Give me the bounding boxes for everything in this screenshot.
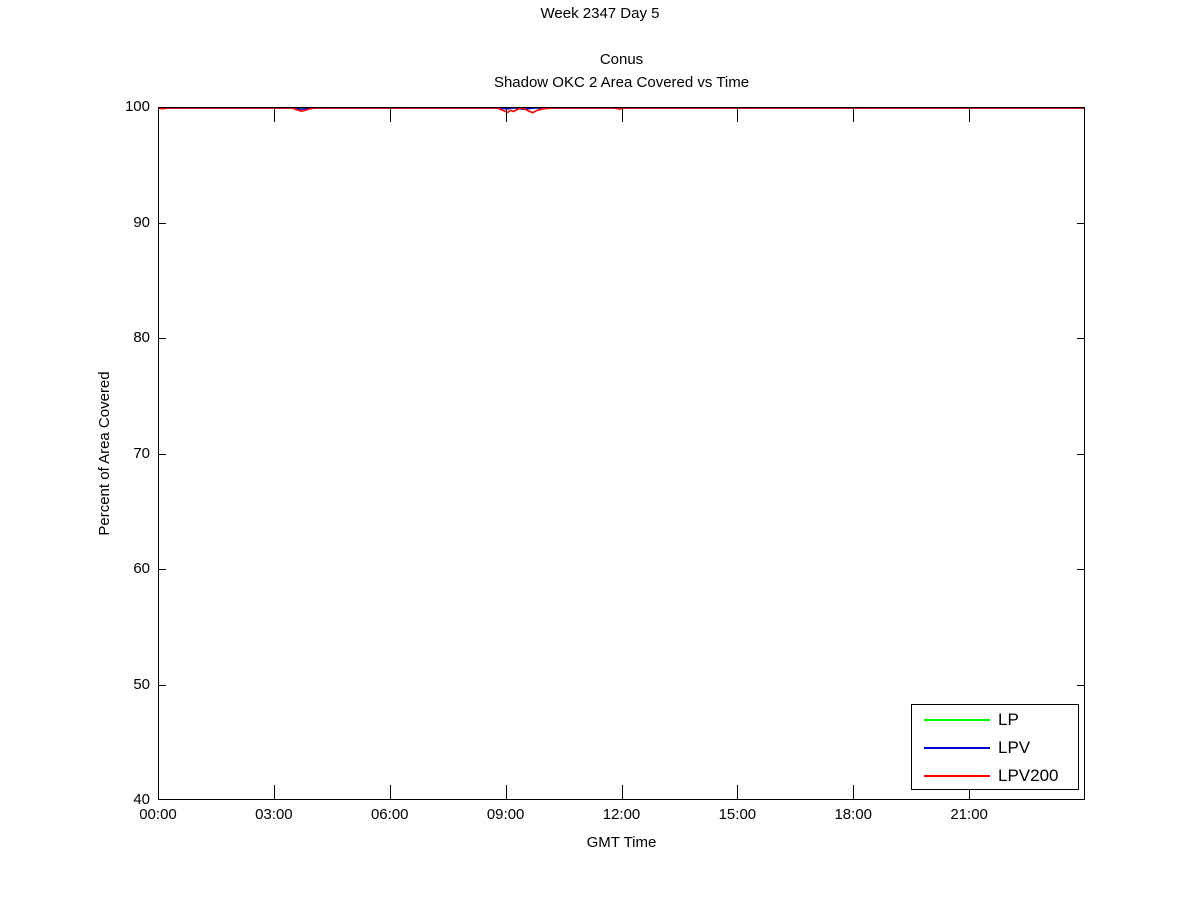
- x-tick-mark-2100: [969, 785, 971, 800]
- y-tick-label-60: 60: [133, 560, 150, 577]
- y-tick-mark-90: [158, 222, 166, 224]
- x-tick-mark-top-0600: [389, 108, 391, 122]
- x-tick-label-0000: 00:00: [139, 806, 177, 823]
- y-tick-label-80: 80: [133, 329, 150, 346]
- y-tick-label-50: 50: [133, 675, 150, 693]
- y-tick-mark-right-60: [1077, 569, 1085, 570]
- x-tick-mark-1800: [853, 785, 855, 800]
- y-tick-label-40: 40: [133, 791, 150, 808]
- x-tick-label-1500: 15:00: [718, 806, 757, 823]
- x-tick-mark-top-0900: [505, 108, 507, 122]
- x-tick-label-0600: 06:00: [370, 806, 409, 823]
- legend-label-lpv: LPV: [998, 738, 1031, 757]
- legend-item-lpv[interactable]: LPV: [912, 734, 1080, 762]
- legend-swatch-lpv: [924, 747, 990, 749]
- y-tick-label-100: 100: [124, 98, 150, 115]
- x-tick-label-1800: 18:00: [834, 806, 873, 823]
- y-tick-mark-right-90: [1077, 222, 1085, 224]
- x-tick-mark-top-1800: [853, 108, 855, 122]
- y-tick-mark-50: [158, 684, 166, 686]
- x-tick-label-0900: 09:00: [486, 806, 525, 823]
- y-tick-mark-80: [158, 338, 166, 339]
- legend-box: LP LPV LPV200: [911, 704, 1079, 790]
- x-axis-label: GMT Time: [586, 834, 657, 851]
- x-tick-mark-0900: [505, 785, 507, 800]
- y-axis-label: Percent of Area Covered: [96, 371, 113, 536]
- legend-swatch-lp: [924, 719, 990, 721]
- y-tick-mark-right-70: [1077, 453, 1085, 455]
- x-tick-mark-1200: [621, 785, 623, 800]
- legend-item-lp[interactable]: LP: [912, 706, 1080, 734]
- y-tick-mark-70: [158, 453, 166, 455]
- legend-label-lp: LP: [998, 710, 1019, 729]
- x-tick-label-0300: 03:00: [255, 806, 293, 823]
- y-tick-mark-right-50: [1077, 684, 1085, 686]
- x-tick-mark-top-1500: [737, 108, 739, 122]
- figure-suptitle: Week 2347 Day 5: [540, 5, 660, 22]
- x-tick-mark-0300: [273, 785, 275, 800]
- chart-title-line-2: Shadow OKC 2 Area Covered vs Time: [493, 74, 750, 91]
- chart-title: Conus Shadow OKC 2 Area Covered vs Time: [158, 48, 1085, 94]
- y-tick-label-70: 70: [133, 444, 150, 462]
- y-tick-label-90: 90: [133, 213, 150, 231]
- x-tick-label-1200: 12:00: [602, 806, 641, 823]
- legend-label-lpv200: LPV200: [998, 766, 1059, 785]
- y-tick-mark-60: [158, 569, 166, 570]
- legend-swatch-lpv200: [924, 775, 990, 777]
- x-tick-mark-1500: [737, 785, 739, 800]
- data-series-svg: [159, 108, 1084, 799]
- chart-title-line-1: Conus: [599, 51, 644, 68]
- legend-item-lpv200[interactable]: LPV200: [912, 762, 1080, 790]
- y-axis-tick-labels: 40 50 60 70 80 90 100: [100, 99, 150, 807]
- x-tick-mark-0600: [389, 785, 391, 800]
- x-tick-label-2100: 21:00: [950, 806, 988, 823]
- x-tick-mark-top-1200: [621, 108, 623, 122]
- x-axis-tick-labels: 00:00 03:00 06:00 09:00 12:00 15:00 18:00 21:00: [0, 806, 1200, 828]
- y-tick-mark-right-80: [1077, 338, 1085, 339]
- x-tick-mark-top-2100: [969, 108, 971, 122]
- plot-area: [158, 107, 1085, 800]
- x-tick-mark-top-0300: [273, 108, 275, 122]
